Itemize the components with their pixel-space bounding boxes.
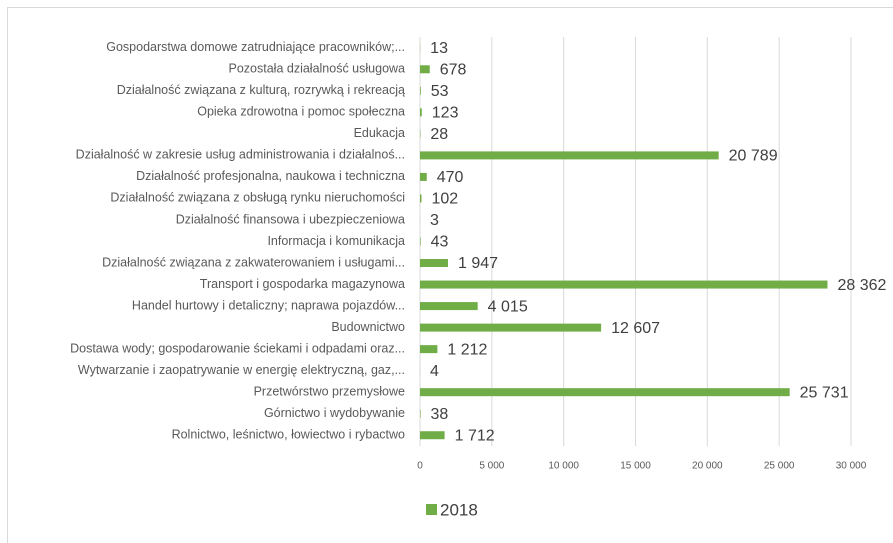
y-tick-label: Działalność w zakresie usług administrow… xyxy=(76,148,405,162)
bar xyxy=(420,431,445,440)
data-label: 25 731 xyxy=(800,384,849,401)
data-label: 43 xyxy=(431,234,449,251)
x-tick-label: 30 000 xyxy=(836,461,867,472)
bar xyxy=(420,65,430,74)
bar xyxy=(420,345,438,354)
y-tick-label: Rolnictwo, leśnictwo, łowiectwo i rybact… xyxy=(172,428,405,442)
chart-frame xyxy=(7,7,893,543)
y-tick-label: Budownictwo xyxy=(331,320,405,334)
x-tick-label: 20 000 xyxy=(692,461,723,472)
legend-swatch xyxy=(426,504,437,515)
data-label: 678 xyxy=(440,62,467,79)
y-tick-label: Działalność związana z kulturą, rozrywką… xyxy=(117,83,405,97)
data-label: 123 xyxy=(432,105,459,122)
y-tick-label: Transport i gospodarka magazynowa xyxy=(200,277,405,291)
data-label: 12 607 xyxy=(611,320,660,337)
x-tick-label: 10 000 xyxy=(548,461,579,472)
bar xyxy=(420,108,422,117)
y-tick-label: Pozostała działalność usługowa xyxy=(229,62,406,76)
x-tick-label: 0 xyxy=(417,461,423,472)
y-tick-label: Wytwarzanie i zaopatrywanie w energię el… xyxy=(78,363,405,377)
bar xyxy=(420,194,422,203)
y-tick-label: Dostawa wody; gospodarowanie ściekami i … xyxy=(70,341,405,355)
bar xyxy=(420,409,421,418)
bar xyxy=(420,172,427,181)
bar xyxy=(420,280,828,289)
data-label: 4 015 xyxy=(488,298,528,315)
y-tick-label: Działalność związana z zakwaterowaniem i… xyxy=(102,255,405,269)
bar xyxy=(420,302,478,311)
legend-label: 2018 xyxy=(440,500,478,519)
y-tick-label: Handel hurtowy i detaliczny; naprawa poj… xyxy=(132,298,405,312)
y-tick-label: Przetwórstwo przemysłowe xyxy=(254,384,405,398)
bar xyxy=(420,323,602,332)
data-label: 20 789 xyxy=(729,148,778,165)
bar xyxy=(420,388,790,397)
data-label: 1 947 xyxy=(458,255,498,272)
bar xyxy=(420,237,421,246)
data-label: 4 xyxy=(430,363,439,380)
data-label: 38 xyxy=(431,406,449,423)
x-tick-label: 15 000 xyxy=(620,461,651,472)
y-tick-label: Gospodarstwa domowe zatrudniające pracow… xyxy=(106,40,405,54)
data-label: 1 212 xyxy=(447,341,487,358)
data-label: 102 xyxy=(431,191,458,208)
y-tick-label: Edukacja xyxy=(354,126,405,140)
bar xyxy=(420,151,719,160)
bar xyxy=(420,259,448,268)
y-tick-label: Informacja i komunikacja xyxy=(267,234,405,248)
y-tick-label: Górnictwo i wydobywanie xyxy=(264,406,405,420)
x-tick-label: 25 000 xyxy=(764,461,795,472)
y-tick-label: Działalność finansowa i ubezpieczeniowa xyxy=(176,212,405,226)
data-label: 53 xyxy=(431,83,449,100)
data-label: 470 xyxy=(437,169,464,186)
data-label: 28 xyxy=(430,126,448,143)
x-tick-label: 5 000 xyxy=(479,461,504,472)
bar xyxy=(420,86,421,95)
data-label: 1 712 xyxy=(455,427,495,444)
data-label: 3 xyxy=(430,212,439,229)
y-tick-label: Działalność profesjonalna, naukowa i tec… xyxy=(136,169,405,183)
data-label: 28 362 xyxy=(837,277,886,294)
data-label: 13 xyxy=(430,40,448,57)
y-tick-label: Działalność związana z obsługą rynku nie… xyxy=(110,191,405,205)
y-tick-label: Opieka zdrowotna i pomoc społeczna xyxy=(197,105,405,119)
